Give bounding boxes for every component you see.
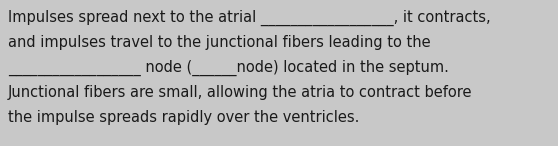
- Text: Impulses spread next to the atrial __________________, it contracts,: Impulses spread next to the atrial _____…: [8, 10, 490, 26]
- Text: Junctional fibers are small, allowing the atria to contract before: Junctional fibers are small, allowing th…: [8, 85, 473, 100]
- Text: __________________ node (______node) located in the septum.: __________________ node (______node) loc…: [8, 60, 449, 76]
- Text: and impulses travel to the junctional fibers leading to the: and impulses travel to the junctional fi…: [8, 35, 431, 50]
- Text: the impulse spreads rapidly over the ventricles.: the impulse spreads rapidly over the ven…: [8, 110, 359, 125]
